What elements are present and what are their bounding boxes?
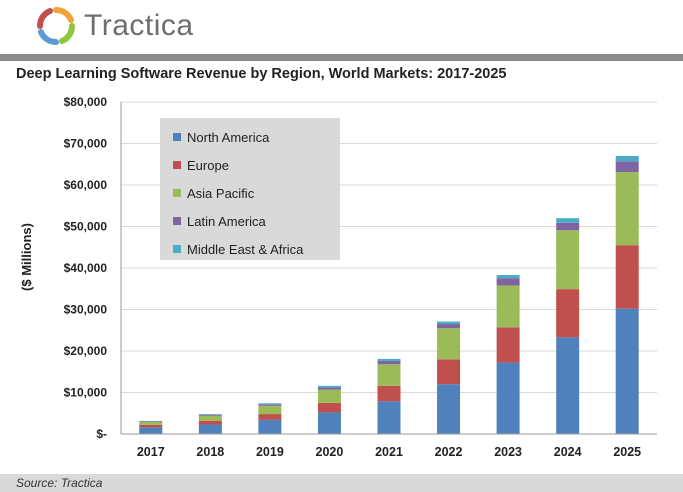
- bar-segment: [496, 327, 520, 363]
- legend-swatch: [173, 161, 181, 169]
- legend-label: Europe: [187, 157, 229, 173]
- legend-swatch: [173, 245, 181, 253]
- bar-segment: [615, 308, 639, 434]
- bar-segment: [377, 401, 401, 434]
- legend-swatch: [173, 217, 181, 225]
- bar-segment: [556, 289, 580, 338]
- legend-item: Asia Pacific: [160, 179, 340, 207]
- bar-segment: [496, 362, 520, 434]
- legend-label: Asia Pacific: [187, 185, 255, 201]
- x-tick-label: 2022: [435, 445, 463, 459]
- x-tick-label: 2021: [375, 445, 403, 459]
- y-tick-label: $-: [96, 427, 107, 441]
- y-axis-label: ($ Millions): [19, 223, 34, 291]
- bar-segment: [437, 359, 461, 385]
- bar-segment: [615, 155, 639, 162]
- bar-segment: [258, 419, 282, 434]
- bar-segment: [139, 424, 163, 428]
- bar-segment: [556, 222, 580, 231]
- bar-segment: [556, 230, 580, 290]
- y-tick-label: $60,000: [64, 178, 108, 192]
- bar-segment: [317, 387, 341, 390]
- y-tick-label: $50,000: [64, 220, 108, 234]
- x-axis-ticks: 2017 2018 2019 2020 2021 2022 2023 2024 2025: [137, 445, 641, 459]
- x-tick-label: 2020: [316, 445, 344, 459]
- bar-segment: [615, 161, 639, 173]
- header-divider: [0, 54, 683, 61]
- legend-label: Middle East & Africa: [187, 241, 304, 257]
- x-tick-label: 2018: [196, 445, 224, 459]
- y-tick-label: $80,000: [64, 95, 108, 109]
- legend-label: Latin America: [187, 213, 266, 229]
- x-tick-label: 2024: [554, 445, 582, 459]
- tractica-logo-mark-icon: [36, 6, 76, 46]
- x-tick-label: 2025: [613, 445, 641, 459]
- bar-segment: [556, 337, 580, 434]
- legend-item: Middle East & Africa: [160, 235, 340, 263]
- legend-item: North America: [160, 123, 340, 151]
- bar-segment: [496, 285, 520, 328]
- bar-segment: [437, 328, 461, 360]
- tractica-logo: Tractica: [36, 6, 194, 46]
- legend-swatch: [173, 133, 181, 141]
- bar-segment: [496, 275, 520, 279]
- bar-segment: [556, 218, 580, 223]
- bar-segment: [258, 404, 282, 406]
- bar-segment: [377, 358, 401, 361]
- source-note: Source: Tractica: [16, 476, 103, 490]
- bar-segment: [377, 364, 401, 386]
- legend-swatch: [173, 189, 181, 197]
- bar-segment: [198, 414, 222, 416]
- bar-segment: [198, 415, 222, 421]
- bar-segment: [317, 412, 341, 434]
- bar-segment: [198, 414, 222, 415]
- x-tick-label: 2023: [494, 445, 522, 459]
- footer-bar: Source: Tractica: [0, 474, 683, 492]
- chart-legend: North America Europe Asia Pacific Latin Ame…: [160, 118, 340, 260]
- legend-item: Europe: [160, 151, 340, 179]
- bars: [139, 155, 639, 434]
- y-tick-label: $70,000: [64, 137, 108, 151]
- bar-segment: [139, 427, 163, 434]
- bar-segment: [258, 403, 282, 405]
- bar-segment: [437, 324, 461, 329]
- bar-segment: [377, 385, 401, 402]
- x-tick-label: 2017: [137, 445, 165, 459]
- bar-segment: [615, 172, 639, 246]
- bar-segment: [437, 384, 461, 434]
- x-tick-label: 2019: [256, 445, 284, 459]
- bar-segment: [317, 402, 341, 413]
- bar-segment: [377, 360, 401, 365]
- y-tick-label: $30,000: [64, 303, 108, 317]
- bar-segment: [139, 421, 163, 425]
- bar-segment: [258, 414, 282, 420]
- y-axis-ticks: $- $10,000 $20,000 $30,000 $40,000 $50,000 $60…: [64, 95, 108, 441]
- bar-segment: [317, 389, 341, 403]
- brand-name: Tractica: [84, 9, 194, 42]
- bar-segment: [198, 424, 222, 434]
- chart-title: Deep Learning Software Revenue by Region…: [16, 66, 507, 82]
- y-tick-label: $20,000: [64, 344, 108, 358]
- bar-segment: [437, 321, 461, 325]
- bar-segment: [317, 385, 341, 388]
- bar-segment: [139, 421, 163, 422]
- y-tick-label: $40,000: [64, 261, 108, 275]
- legend-label: North America: [187, 129, 270, 145]
- bar-segment: [198, 420, 222, 425]
- legend-item: Latin America: [160, 207, 340, 235]
- bar-segment: [496, 278, 520, 286]
- bar-segment: [615, 245, 639, 309]
- bar-segment: [258, 405, 282, 415]
- y-tick-label: $10,000: [64, 386, 108, 400]
